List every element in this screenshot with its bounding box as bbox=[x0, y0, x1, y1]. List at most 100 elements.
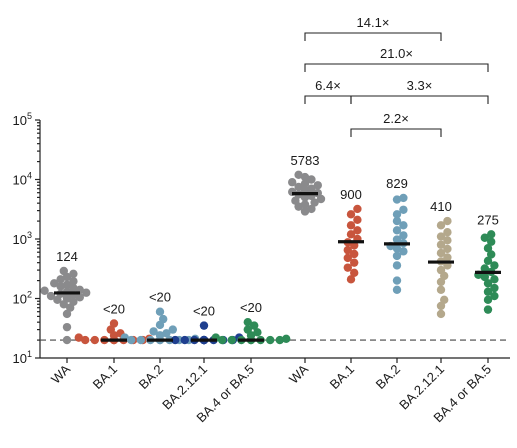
data-point bbox=[392, 244, 402, 253]
data-point bbox=[56, 282, 65, 291]
median-label: <20 bbox=[149, 290, 171, 305]
data-point bbox=[436, 232, 446, 241]
data-point bbox=[399, 221, 408, 230]
fold-change-label: 6.4× bbox=[315, 78, 341, 93]
data-point bbox=[149, 327, 158, 336]
data-point bbox=[392, 235, 402, 244]
data-point bbox=[343, 263, 352, 272]
data-point bbox=[480, 264, 489, 273]
data-point bbox=[483, 287, 493, 296]
data-point bbox=[399, 193, 408, 203]
data-point bbox=[436, 265, 446, 275]
data-point bbox=[490, 261, 499, 270]
data-point bbox=[275, 335, 284, 345]
data-point bbox=[81, 335, 90, 345]
data-point bbox=[90, 335, 100, 345]
data-point bbox=[59, 266, 68, 276]
data-point bbox=[300, 193, 310, 202]
data-point bbox=[343, 245, 352, 255]
fold-change-bracket bbox=[350, 128, 442, 137]
data-point bbox=[483, 256, 493, 266]
median-label: <20 bbox=[193, 304, 215, 319]
data-point bbox=[294, 182, 303, 192]
data-point bbox=[436, 248, 446, 258]
data-point bbox=[227, 335, 236, 345]
x-category-label: BA.2 bbox=[136, 362, 167, 393]
data-point bbox=[483, 244, 493, 253]
data-point bbox=[310, 198, 319, 207]
data-point bbox=[62, 322, 72, 332]
data-point bbox=[313, 181, 322, 190]
data-point bbox=[171, 335, 180, 345]
data-point bbox=[392, 210, 402, 219]
data-point bbox=[399, 231, 408, 240]
medians-layer bbox=[54, 192, 501, 342]
points-layer bbox=[40, 170, 499, 345]
data-point bbox=[155, 331, 165, 340]
data-point bbox=[443, 253, 452, 262]
data-point bbox=[294, 170, 303, 179]
data-point bbox=[243, 325, 252, 334]
data-point bbox=[392, 216, 402, 226]
data-point bbox=[199, 321, 209, 330]
median-label: 275 bbox=[477, 212, 499, 227]
data-point bbox=[46, 291, 56, 301]
data-point bbox=[490, 291, 499, 301]
data-point bbox=[69, 297, 78, 307]
data-point bbox=[218, 335, 227, 345]
data-point bbox=[350, 249, 359, 259]
data-point bbox=[307, 204, 316, 214]
data-point bbox=[353, 215, 362, 225]
data-point bbox=[300, 200, 310, 209]
data-point bbox=[69, 269, 78, 279]
data-point bbox=[62, 294, 72, 303]
data-point bbox=[483, 295, 493, 305]
data-point bbox=[436, 221, 446, 230]
data-point bbox=[392, 261, 402, 270]
data-point bbox=[56, 275, 65, 284]
data-point bbox=[392, 285, 402, 295]
y-tick-label: 102 bbox=[13, 290, 32, 307]
data-point bbox=[300, 179, 310, 188]
data-point bbox=[487, 230, 496, 239]
data-point bbox=[155, 307, 165, 316]
data-point bbox=[69, 277, 78, 286]
data-point bbox=[350, 268, 359, 278]
fold-change-bracket bbox=[304, 63, 489, 72]
fold-change-label: 3.3× bbox=[407, 78, 433, 93]
median-label: 410 bbox=[430, 199, 452, 214]
data-point bbox=[75, 293, 85, 302]
y-tick-label: 101 bbox=[13, 349, 32, 366]
median-label: 900 bbox=[340, 187, 362, 202]
data-point bbox=[307, 184, 316, 193]
data-point bbox=[346, 275, 356, 284]
data-point bbox=[443, 228, 452, 237]
data-point bbox=[62, 335, 72, 345]
y-tick-label: 103 bbox=[13, 230, 32, 247]
fold-change-bracket bbox=[304, 32, 442, 41]
data-point bbox=[50, 279, 59, 288]
data-point bbox=[127, 335, 136, 345]
x-category-label: BA.1 bbox=[90, 362, 121, 393]
data-point bbox=[443, 244, 452, 254]
data-point bbox=[443, 236, 452, 245]
data-point bbox=[483, 305, 493, 314]
data-point bbox=[69, 283, 78, 293]
median-label: <20 bbox=[103, 302, 125, 317]
data-point bbox=[346, 210, 356, 219]
data-point bbox=[346, 221, 356, 230]
data-point bbox=[443, 216, 452, 226]
median-label: 5783 bbox=[291, 153, 320, 168]
y-tick-label: 105 bbox=[13, 111, 32, 128]
data-point bbox=[346, 230, 356, 239]
data-point bbox=[288, 178, 297, 187]
data-point bbox=[291, 196, 300, 205]
data-point bbox=[480, 272, 489, 282]
data-point bbox=[350, 258, 359, 267]
data-point bbox=[243, 317, 252, 327]
data-point bbox=[399, 205, 408, 214]
data-point bbox=[82, 288, 91, 297]
median-label: <20 bbox=[240, 300, 262, 315]
data-point bbox=[168, 325, 177, 334]
